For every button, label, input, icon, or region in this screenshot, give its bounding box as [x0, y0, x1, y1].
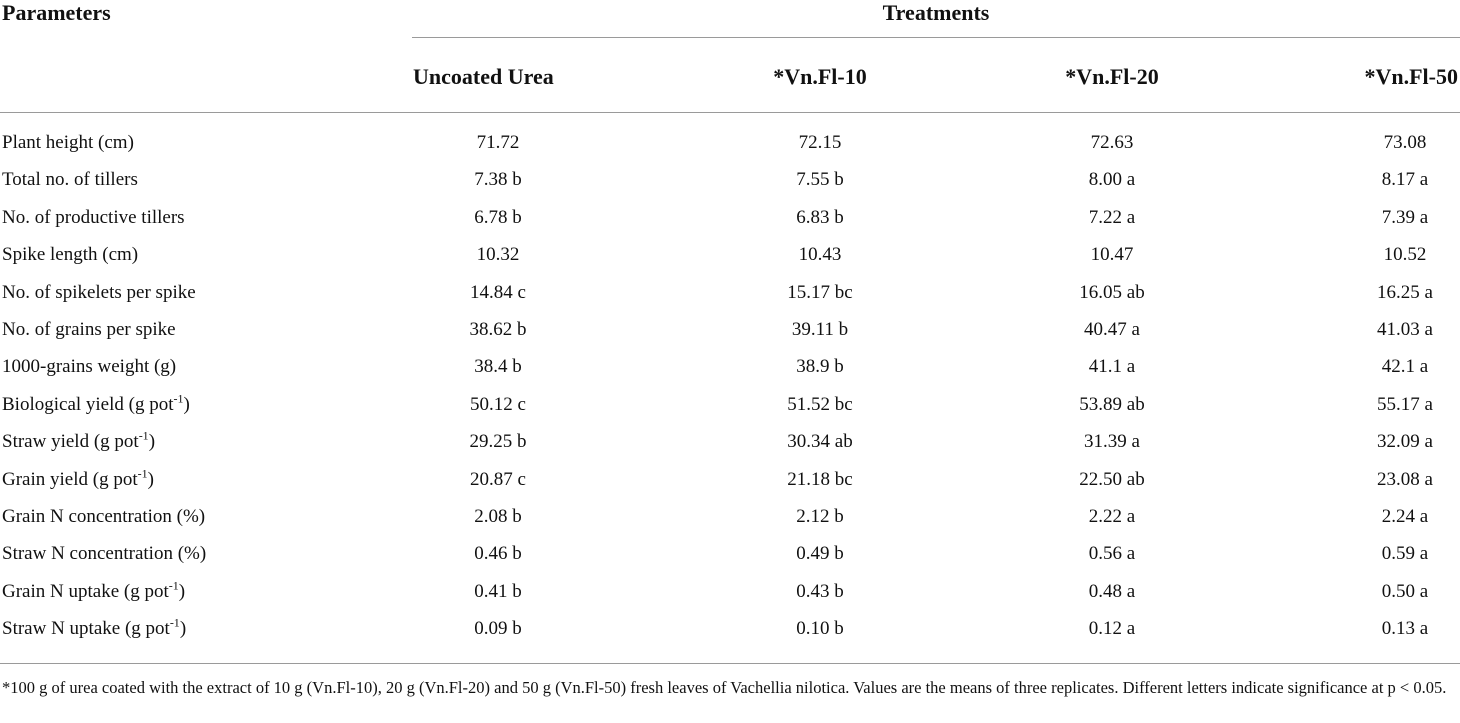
table-cell: 2.24 a — [1381, 506, 1429, 527]
table-cell: 8.00 a — [1088, 169, 1136, 191]
row-label: Grain N uptake (g pot-1) — [2, 578, 186, 602]
table-cell: 21.18 bc — [787, 468, 853, 490]
row-label: No. of grains per spike — [2, 319, 176, 340]
row-label: Spike length (cm) — [2, 244, 139, 266]
table-cell: 7.38 b — [474, 169, 522, 191]
parameters-header: Parameters — [2, 0, 111, 25]
table-cell: 16.05 ab — [1079, 281, 1145, 303]
table-cell: 7.55 b — [796, 169, 844, 191]
table-cell: 0.50 a — [1381, 580, 1429, 602]
table-cell: 2.08 b — [474, 506, 522, 527]
table-cell: 10.32 — [476, 244, 520, 266]
row-label: Plant height (cm) — [2, 132, 134, 153]
table-cell: 0.13 a — [1381, 618, 1429, 640]
column-header-vnfl-10: *Vn.Fl-10 — [773, 64, 867, 89]
treatments-rule — [412, 37, 1460, 38]
table-cell: 72.63 — [1090, 132, 1134, 153]
table-cell: 8.17 a — [1381, 169, 1429, 191]
table-cell: 0.12 a — [1088, 618, 1136, 640]
table-cell: 41.03 a — [1377, 319, 1433, 340]
table-cell: 0.09 b — [474, 618, 522, 640]
row-label: Biological yield (g pot-1) — [2, 391, 190, 415]
table-cell: 53.89 ab — [1079, 393, 1145, 415]
table-cell: 0.49 b — [796, 543, 844, 565]
column-header-vnfl-50: *Vn.Fl-50 — [1364, 64, 1459, 89]
table-cell: 10.43 — [798, 244, 842, 266]
table-cell: 73.08 — [1383, 132, 1427, 153]
table-cell: 38.4 b — [474, 356, 522, 378]
table-cell: 42.1 a — [1381, 356, 1429, 378]
table-cell: 14.84 c — [470, 281, 526, 303]
table-cell: 0.46 b — [474, 543, 522, 565]
table-cell: 38.9 b — [796, 356, 844, 378]
table-cell: 0.43 b — [796, 580, 844, 602]
table-cell: 7.22 a — [1088, 206, 1136, 228]
table-cell: 39.11 b — [791, 319, 849, 340]
table-cell: 15.17 bc — [787, 281, 853, 303]
table-cell: 10.52 — [1383, 244, 1427, 266]
table-cell: 0.56 a — [1088, 543, 1136, 565]
bottom-rule — [0, 663, 1460, 664]
table-cell: 6.83 b — [796, 206, 844, 228]
table-cell: 72.15 — [798, 132, 842, 153]
table-cell: 22.50 ab — [1079, 468, 1145, 490]
table-cell: 0.48 a — [1088, 580, 1136, 602]
header-rule — [0, 112, 1460, 113]
column-header-vnfl-20: *Vn.Fl-20 — [1065, 64, 1159, 89]
treatments-header: Treatments — [882, 0, 990, 25]
row-label: Grain yield (g pot-1) — [2, 466, 154, 490]
table-cell: 16.25 a — [1377, 281, 1433, 303]
table-footnote: *100 g of urea coated with the extract o… — [2, 678, 1447, 697]
table-cell: 30.34 ab — [787, 431, 853, 453]
row-label: 1000-grains weight (g) — [2, 356, 177, 378]
table-cell: 2.22 a — [1088, 506, 1136, 527]
table-cell: 32.09 a — [1377, 431, 1433, 453]
table-cell: 51.52 bc — [787, 393, 853, 415]
table-cell: 20.87 c — [470, 468, 526, 490]
row-label: Straw yield (g pot-1) — [2, 428, 156, 453]
table-cell: 2.12 b — [796, 506, 844, 527]
row-label: Total no. of tillers — [2, 169, 138, 191]
table-cell: 23.08 a — [1377, 468, 1433, 490]
row-label: Grain N concentration (%) — [2, 506, 206, 527]
table-cell: 0.41 b — [474, 580, 522, 602]
table-cell: 71.72 — [476, 132, 520, 153]
table-cell: 31.39 a — [1084, 431, 1140, 453]
row-label: No. of spikelets per spike — [2, 281, 196, 303]
table-cell: 55.17 a — [1377, 393, 1433, 415]
table-cell: 50.12 c — [470, 393, 526, 415]
table-cell: 0.10 b — [796, 618, 844, 640]
table-cell: 6.78 b — [474, 206, 522, 228]
table-cell: 38.62 b — [469, 319, 527, 340]
table-cell: 41.1 a — [1088, 356, 1136, 378]
table-cell: 40.47 a — [1084, 319, 1140, 340]
row-label: Straw N uptake (g pot-1) — [2, 615, 187, 640]
row-label: No. of productive tillers — [2, 206, 185, 228]
table-cell: 7.39 a — [1381, 206, 1429, 228]
table-cell: 0.59 a — [1381, 543, 1429, 565]
column-header-uncoated-urea: Uncoated Urea — [413, 64, 554, 89]
table-cell: 10.47 — [1090, 244, 1134, 266]
table-cell: 29.25 b — [469, 431, 527, 453]
row-label: Straw N concentration (%) — [2, 543, 207, 565]
